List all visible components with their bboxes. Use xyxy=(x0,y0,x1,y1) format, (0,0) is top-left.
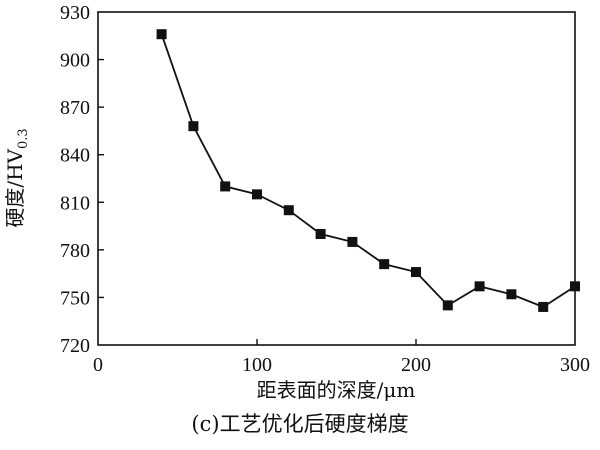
data-point-marker xyxy=(188,121,199,132)
data-point-marker xyxy=(252,189,262,200)
data-point-marker xyxy=(506,289,517,300)
figure-caption: (c)工艺优化后硬度梯度 xyxy=(191,412,409,436)
y-tick-label: 810 xyxy=(60,192,90,214)
y-axis-title-subscript: 0.3 xyxy=(16,128,31,149)
x-tick-label: 200 xyxy=(401,354,431,376)
data-point-marker xyxy=(156,29,167,40)
data-point-marker xyxy=(442,300,453,311)
plot-frame xyxy=(97,11,576,346)
y-tick-label: 750 xyxy=(60,287,90,309)
series-line xyxy=(160,33,576,308)
y-axis-title-main: 硬度/HV xyxy=(3,148,27,227)
x-axis-title: 距表面的深度/μm xyxy=(257,378,416,402)
y-tick-label: 900 xyxy=(60,50,90,72)
data-point-marker xyxy=(474,281,485,292)
x-tick-label: 300 xyxy=(560,354,590,376)
data-series xyxy=(156,29,580,312)
x-tick-label: 100 xyxy=(242,354,272,376)
data-point-marker xyxy=(570,281,580,292)
data-point-marker xyxy=(411,267,421,278)
y-tick-label: 870 xyxy=(60,97,90,119)
y-axis-title: 硬度/HV0.3 xyxy=(3,128,31,227)
y-tick-label: 840 xyxy=(60,145,90,167)
data-point-marker xyxy=(283,205,294,216)
axis-ticks: 0 100 200 300 720 750 780 810 840 870 900 930 xyxy=(60,2,590,376)
x-tick-label: 0 xyxy=(93,354,103,376)
data-point-marker xyxy=(315,229,326,239)
data-point-marker xyxy=(347,236,358,247)
y-tick-label: 930 xyxy=(60,2,90,24)
data-point-marker xyxy=(379,259,390,270)
y-tick-label: 720 xyxy=(60,335,90,357)
y-tick-label: 780 xyxy=(60,240,90,262)
data-point-marker xyxy=(220,181,231,192)
data-point-marker xyxy=(538,301,549,312)
